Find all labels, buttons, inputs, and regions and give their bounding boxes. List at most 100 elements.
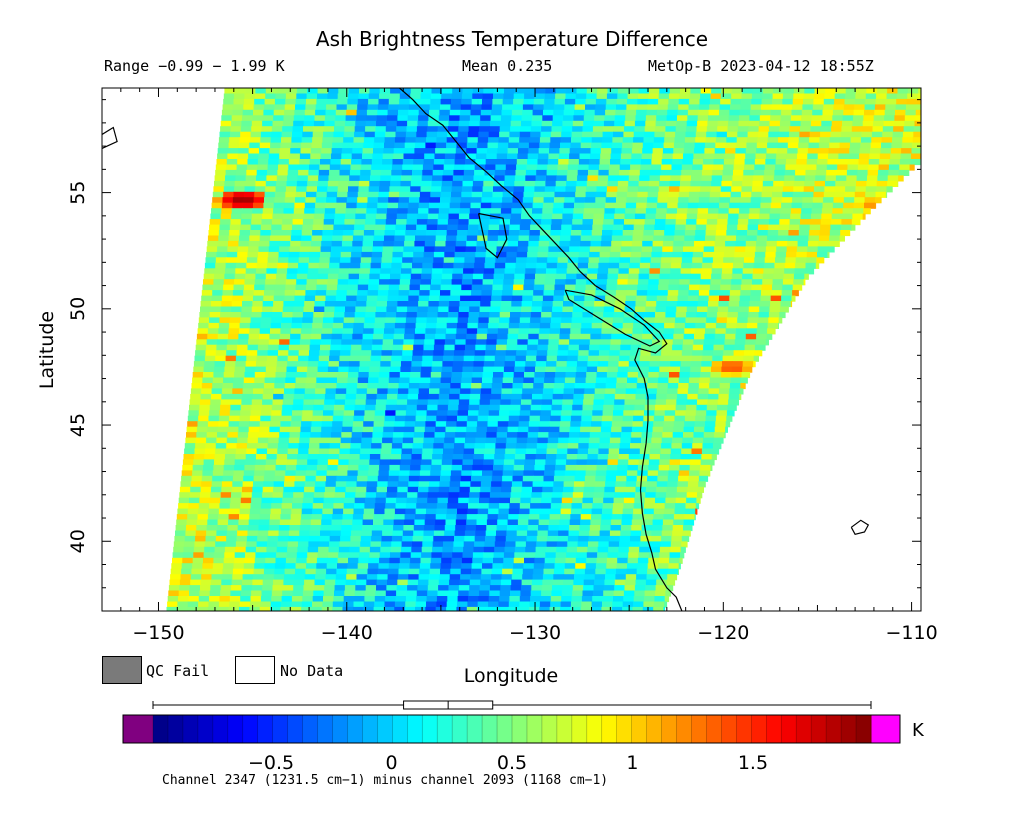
heatmap-cell bbox=[597, 454, 609, 461]
heatmap-cell bbox=[712, 355, 724, 362]
heatmap-cell bbox=[463, 268, 475, 275]
heatmap-cell bbox=[479, 306, 491, 313]
heatmap-cell bbox=[633, 131, 645, 138]
heatmap-cell bbox=[399, 470, 411, 477]
heatmap-cell bbox=[373, 235, 385, 242]
heatmap-cell bbox=[441, 366, 453, 373]
heatmap-cell bbox=[738, 213, 750, 220]
heatmap-cell bbox=[522, 290, 534, 297]
heatmap-cell bbox=[628, 366, 640, 373]
heatmap-cell bbox=[915, 109, 921, 116]
heatmap-cell bbox=[720, 279, 732, 286]
heatmap-cell bbox=[447, 503, 459, 510]
heatmap-cell bbox=[493, 372, 504, 379]
heatmap-cell bbox=[308, 355, 320, 362]
heatmap-cell bbox=[488, 508, 500, 515]
heatmap-cell bbox=[659, 268, 671, 275]
heatmap-cell bbox=[765, 246, 777, 253]
heatmap-cell bbox=[391, 257, 403, 264]
heatmap-cell bbox=[570, 514, 582, 521]
heatmap-cell bbox=[404, 240, 416, 247]
heatmap-cell bbox=[740, 377, 748, 384]
heatmap-cell bbox=[644, 131, 656, 138]
heatmap-cell bbox=[569, 432, 581, 439]
heatmap-cell bbox=[831, 126, 843, 133]
heatmap-cell bbox=[454, 257, 465, 264]
heatmap-cell bbox=[580, 426, 592, 433]
heatmap-cell bbox=[793, 180, 805, 187]
heatmap-cell bbox=[387, 202, 399, 209]
heatmap-cell bbox=[261, 497, 273, 504]
heatmap-cell bbox=[625, 388, 637, 395]
heatmap-cell bbox=[739, 208, 751, 215]
heatmap-cell bbox=[662, 240, 674, 247]
heatmap-cell bbox=[277, 448, 289, 455]
heatmap-cell bbox=[273, 388, 285, 395]
heatmap-cell bbox=[425, 328, 437, 335]
heatmap-cell bbox=[787, 235, 799, 242]
heatmap-cell bbox=[349, 268, 361, 275]
heatmap-cell bbox=[412, 448, 423, 455]
heatmap-cell bbox=[236, 164, 248, 171]
heatmap-cell bbox=[719, 388, 730, 395]
heatmap-cell bbox=[228, 142, 240, 149]
heatmap-cell bbox=[675, 497, 687, 504]
heatmap-cell bbox=[472, 279, 484, 286]
heatmap-cell bbox=[209, 312, 221, 319]
heatmap-cell bbox=[314, 301, 326, 308]
heatmap-cell bbox=[842, 120, 853, 127]
heatmap-cell bbox=[598, 541, 610, 548]
heatmap-cell bbox=[285, 98, 297, 105]
heatmap-cell bbox=[848, 153, 860, 160]
heatmap-cell bbox=[499, 404, 511, 411]
heatmap-cell bbox=[428, 115, 440, 122]
heatmap-cell bbox=[918, 88, 921, 95]
heatmap-cell bbox=[245, 88, 257, 95]
heatmap-cell bbox=[454, 437, 466, 444]
heatmap-cell bbox=[485, 437, 497, 444]
heatmap-cell bbox=[231, 115, 243, 122]
heatmap-cell bbox=[716, 224, 728, 231]
heatmap-cell bbox=[268, 251, 280, 258]
heatmap-cell bbox=[287, 454, 299, 461]
heatmap-cell bbox=[507, 339, 518, 346]
heatmap-cell bbox=[703, 344, 715, 351]
heatmap-cell bbox=[619, 355, 631, 362]
heatmap-cell bbox=[609, 443, 621, 450]
heatmap-cell bbox=[338, 268, 350, 275]
heatmap-cell bbox=[585, 377, 597, 384]
heatmap-cell bbox=[778, 224, 790, 231]
heatmap-cell bbox=[502, 475, 514, 482]
heatmap-cell bbox=[362, 333, 374, 340]
heatmap-cell bbox=[829, 137, 841, 144]
heatmap-cell bbox=[248, 339, 260, 346]
heatmap-cell bbox=[293, 492, 305, 499]
heatmap-cell bbox=[276, 459, 288, 466]
heatmap-cell bbox=[241, 492, 253, 499]
heatmap-cell bbox=[491, 109, 503, 116]
heatmap-cell bbox=[801, 202, 813, 209]
heatmap-cell bbox=[815, 175, 827, 182]
heatmap-cell bbox=[306, 372, 318, 379]
heatmap-cell bbox=[747, 224, 759, 231]
heatmap-cell bbox=[528, 142, 540, 149]
heatmap-cell bbox=[403, 525, 415, 532]
heatmap-cell bbox=[461, 98, 473, 105]
heatmap-cell bbox=[192, 377, 204, 384]
heatmap-cell bbox=[527, 159, 539, 166]
heatmap-cell bbox=[324, 492, 336, 499]
heatmap-cell bbox=[417, 120, 429, 127]
heatmap-cell bbox=[438, 213, 450, 220]
heatmap-cell bbox=[192, 372, 204, 379]
heatmap-cell bbox=[376, 213, 387, 220]
heatmap-cell bbox=[472, 366, 484, 373]
heatmap-cell bbox=[215, 535, 227, 542]
heatmap-cell bbox=[616, 284, 628, 291]
heatmap-cell bbox=[669, 88, 681, 95]
heatmap-cell bbox=[655, 306, 667, 313]
heatmap-cell bbox=[577, 355, 589, 362]
heatmap-cell bbox=[601, 328, 613, 335]
heatmap-cell bbox=[530, 126, 542, 133]
heatmap-cell bbox=[658, 470, 669, 477]
heatmap-cell bbox=[786, 251, 797, 258]
